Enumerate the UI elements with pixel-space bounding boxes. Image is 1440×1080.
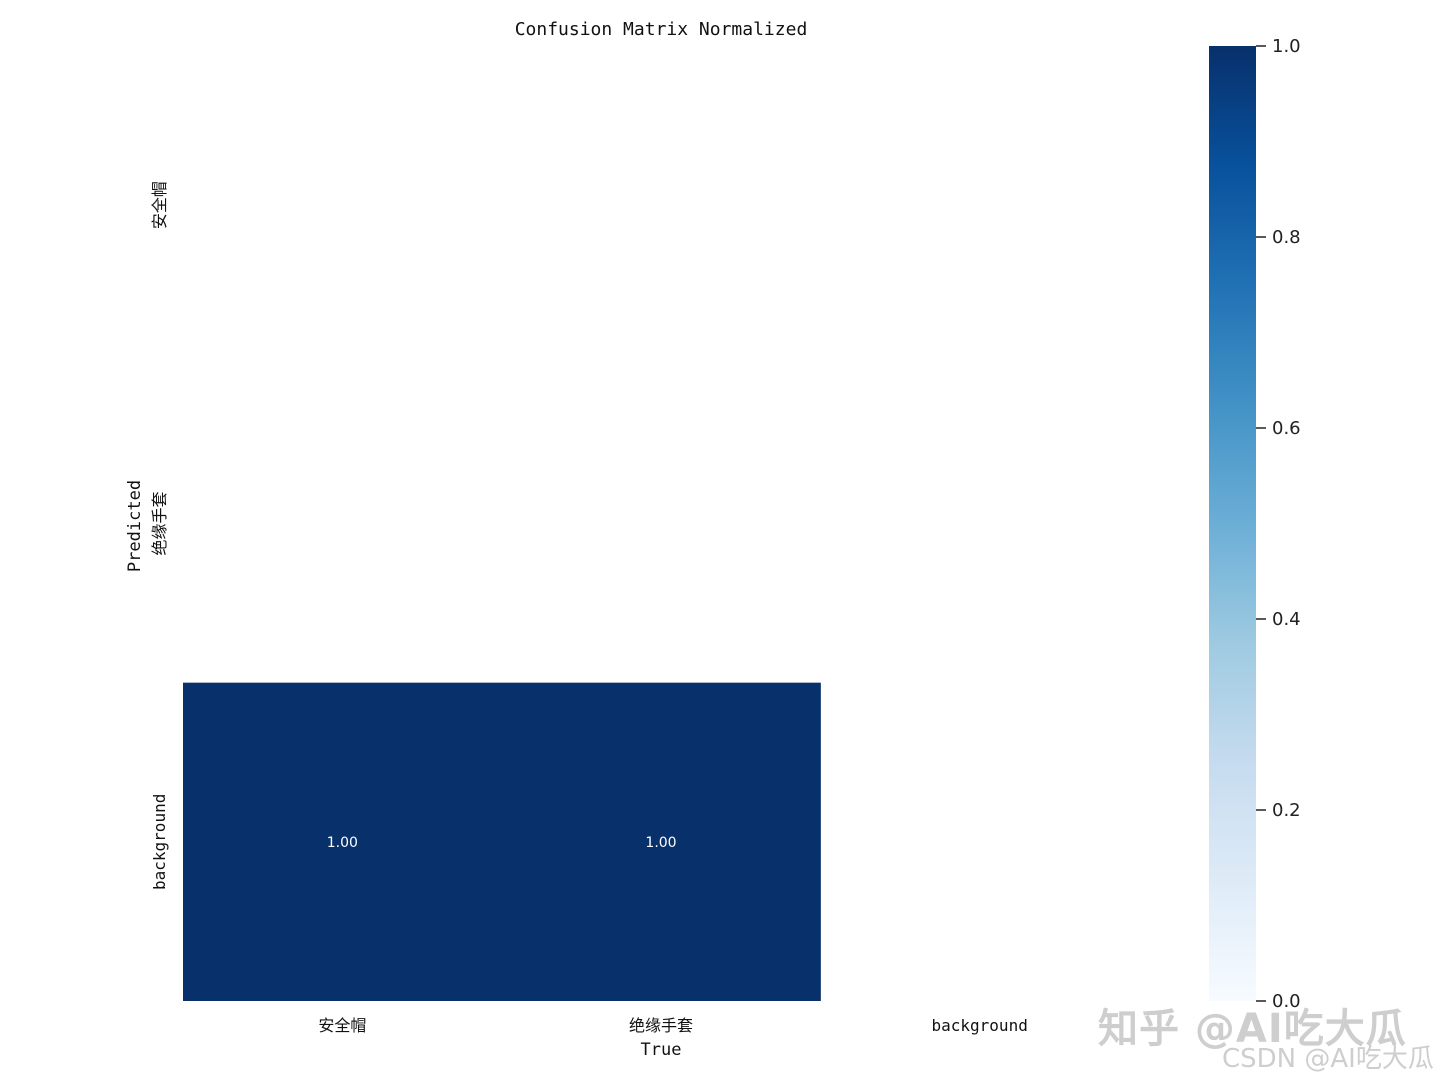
y-tick-label: 安全帽 xyxy=(150,181,169,229)
heatmap-cells xyxy=(183,682,821,1001)
x-axis-label: True xyxy=(641,1040,682,1060)
x-tick-labels: 安全帽 绝缘手套 background xyxy=(318,1016,1028,1035)
zhihu-watermark: 知乎 @AI吃大瓜 xyxy=(1098,1006,1407,1052)
y-axis-label: Predicted xyxy=(125,480,145,572)
heatmap-cell-labels: 1.00 1.00 xyxy=(327,835,677,851)
colorbar-tick-label: 0.6 xyxy=(1272,418,1301,439)
colorbar xyxy=(1209,46,1256,1001)
csdn-watermark: CSDN @AI吃大瓜 xyxy=(1222,1044,1434,1074)
colorbar-tick-label: 1.0 xyxy=(1272,36,1301,57)
colorbar-tick-label: 0.8 xyxy=(1272,227,1301,248)
colorbar-ticks: 0.0 0.2 0.4 0.6 0.8 1.0 xyxy=(1256,36,1301,1012)
colorbar-tick-label: 0.0 xyxy=(1272,991,1301,1012)
y-tick-label: 绝缘手套 xyxy=(150,491,169,555)
heatmap-cell xyxy=(183,682,503,1001)
y-tick-label: background xyxy=(150,794,169,890)
colorbar-tick-label: 0.2 xyxy=(1272,800,1301,821)
chart-title: Confusion Matrix Normalized xyxy=(515,19,808,40)
colorbar-tick-label: 0.4 xyxy=(1272,609,1301,630)
x-tick-label: 绝缘手套 xyxy=(629,1016,693,1035)
heatmap-cell-label: 1.00 xyxy=(327,835,358,851)
heatmap-cell xyxy=(501,682,821,1001)
x-tick-label: 安全帽 xyxy=(318,1016,366,1035)
x-tick-label: background xyxy=(932,1016,1028,1035)
heatmap-cell-label: 1.00 xyxy=(645,835,676,851)
